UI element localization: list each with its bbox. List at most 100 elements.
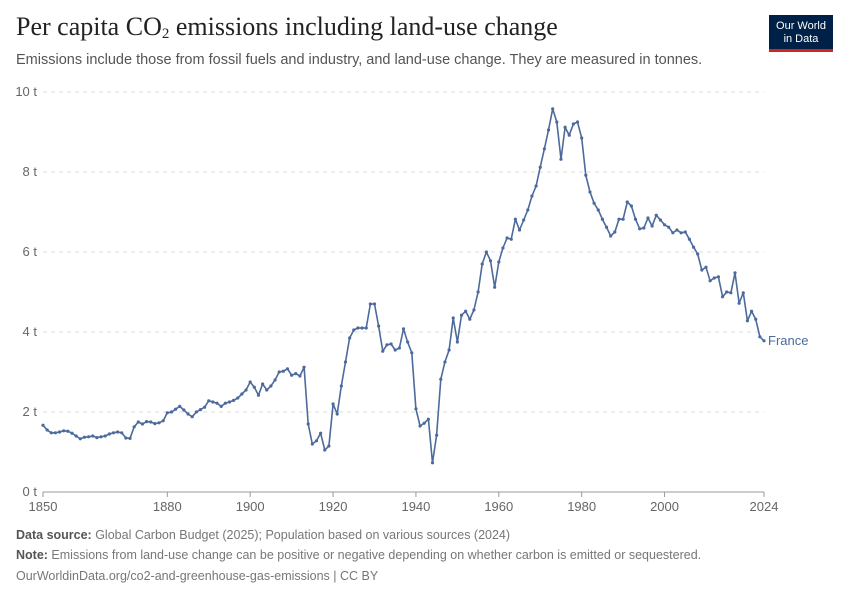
data-point [57, 430, 62, 434]
x-tick-label: 1960 [484, 499, 513, 514]
x-axis: 1850 1880 1900 1920 1940 1960 1980 2000 2024 [29, 491, 778, 514]
data-point [493, 285, 497, 289]
data-point [497, 260, 501, 264]
data-point [265, 388, 269, 392]
data-point [91, 434, 95, 438]
source-label: Data source: [16, 528, 92, 542]
data-point [302, 365, 306, 369]
data-point [654, 213, 658, 217]
footer-source: Data source: Global Carbon Budget (2025)… [16, 528, 510, 542]
data-point [551, 107, 555, 111]
data-point [99, 435, 103, 439]
data-point [671, 231, 675, 235]
data-point [426, 417, 430, 421]
data-point [144, 420, 149, 424]
data-point [368, 302, 372, 306]
data-point [588, 190, 592, 194]
data-point [679, 231, 683, 235]
data-point [70, 431, 74, 435]
data-point [484, 250, 488, 254]
data-point [66, 429, 70, 433]
data-point [285, 367, 290, 371]
data-point [546, 128, 551, 132]
data-point [704, 265, 708, 269]
data-point [385, 343, 389, 347]
data-point [182, 408, 186, 412]
data-point [331, 402, 335, 406]
data-point [501, 246, 505, 250]
data-point [149, 420, 153, 424]
data-point [252, 385, 256, 389]
data-point [646, 216, 650, 220]
data-point [538, 165, 542, 169]
data-point [592, 201, 596, 205]
data-point [153, 422, 157, 426]
data-point [95, 436, 99, 440]
source-text: Global Carbon Budget (2025); Population … [91, 528, 511, 542]
data-point [575, 120, 580, 124]
data-point [662, 223, 667, 227]
data-point [683, 230, 687, 234]
data-point [372, 302, 377, 306]
logo-line-2: in Data [783, 33, 819, 45]
data-point [53, 431, 58, 435]
data-point [472, 308, 476, 312]
data-point [667, 225, 671, 229]
data-point [103, 434, 107, 438]
data-point [712, 276, 716, 280]
data-point [555, 120, 559, 124]
x-tick-label: 1920 [319, 499, 348, 514]
data-point [596, 208, 600, 212]
data-point [111, 431, 116, 435]
data-point [277, 370, 281, 374]
data-point [194, 410, 198, 414]
data-point [198, 408, 203, 412]
data-point [700, 268, 704, 272]
data-point [459, 313, 464, 317]
data-point [650, 224, 654, 228]
data-point [414, 407, 418, 411]
data-point [534, 184, 538, 188]
data-point [505, 236, 509, 240]
logo-line-1: Our World [776, 20, 826, 32]
data-point [720, 295, 725, 299]
data-point [269, 384, 273, 388]
title-main: Per capita CO [16, 12, 162, 41]
data-point [745, 319, 750, 323]
data-point [737, 301, 741, 305]
plot-area: France [41, 107, 808, 465]
data-point [207, 399, 211, 403]
data-point [522, 218, 526, 222]
data-point [74, 434, 78, 438]
owid-logo[interactable]: Our World in Data [769, 15, 833, 52]
title-rest: emissions including land-use change [169, 12, 558, 41]
data-point [687, 237, 692, 241]
data-point [107, 432, 111, 436]
data-point [517, 228, 522, 232]
data-point [696, 252, 700, 256]
data-point [261, 382, 265, 386]
data-point [530, 194, 534, 198]
footer-url[interactable]: OurWorldinData.org/co2-and-greenhouse-ga… [16, 569, 379, 583]
x-tick-label: 1940 [401, 499, 430, 514]
data-point [203, 405, 207, 409]
data-point [584, 173, 588, 177]
data-point [240, 392, 244, 396]
data-point [115, 430, 120, 434]
chart-subtitle: Emissions include those from fossil fuel… [16, 52, 703, 68]
data-point [161, 419, 165, 423]
data-point [443, 360, 447, 364]
data-point [691, 245, 696, 249]
data-point [190, 415, 194, 419]
data-point [526, 208, 530, 212]
data-point [629, 204, 634, 208]
data-point [509, 237, 513, 241]
data-point [725, 290, 729, 294]
data-point [227, 400, 232, 404]
grid-lines [43, 91, 764, 413]
data-point [352, 328, 356, 332]
data-point [124, 436, 128, 440]
x-tick-label: 2000 [650, 499, 679, 514]
data-point [488, 259, 493, 263]
data-point [136, 420, 140, 424]
